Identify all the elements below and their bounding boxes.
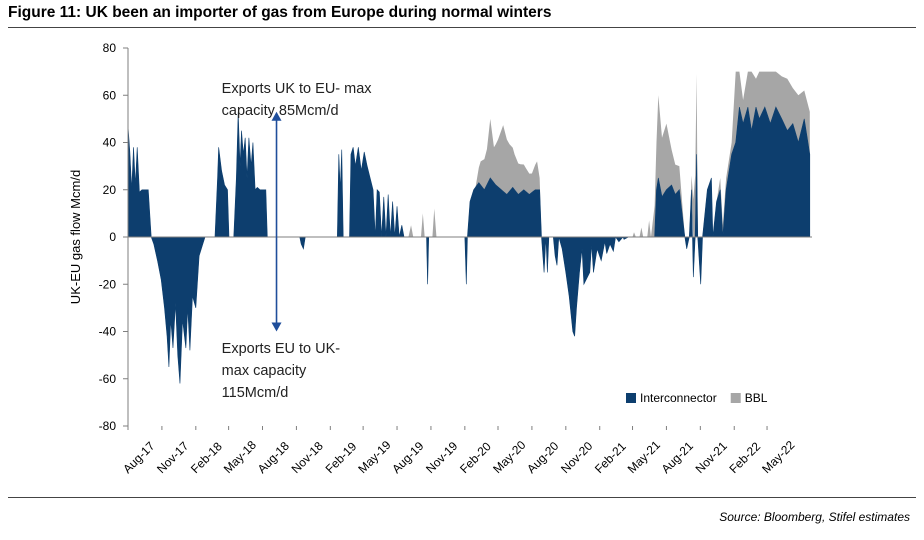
y-tick-label: 0	[109, 230, 116, 244]
x-tick-label: Aug-18	[255, 439, 292, 476]
x-tick-label: Aug-17	[120, 439, 157, 476]
y-axis-ticks: -80 -60 -40 -20 0 20 40 60 80	[99, 41, 128, 433]
x-tick-label: Feb-22	[726, 439, 763, 476]
arrowhead-down	[271, 322, 282, 332]
legend-swatch	[626, 393, 636, 403]
x-tick-label: May-22	[759, 438, 797, 476]
source-note: Source: Bloomberg, Stifel estimates	[719, 510, 910, 524]
y-tick-label: 20	[103, 183, 117, 197]
area-series-layer	[127, 71, 811, 384]
x-tick-label: Nov-18	[289, 439, 326, 476]
x-axis-ticks: Aug-17Nov-17Feb-18May-18Aug-18Nov-18Feb-…	[120, 426, 798, 476]
annotation-text: Exports EU to UK-	[222, 341, 341, 357]
annotation-text: capacity 85Mcm/d	[222, 103, 339, 119]
x-tick-label: Aug-20	[524, 439, 561, 476]
legend-swatch	[730, 393, 741, 403]
y-tick-label: -20	[99, 277, 117, 291]
figure-title: Figure 11: UK been an importer of gas fr…	[8, 4, 552, 21]
annotation-text: Exports UK to EU- max	[222, 81, 373, 97]
legend: Interconnector BBL	[626, 391, 768, 405]
y-tick-label: -80	[99, 419, 117, 433]
series-area-interconnector	[127, 106, 811, 384]
x-tick-label: Feb-21	[592, 439, 629, 476]
legend-label: Interconnector	[640, 391, 717, 405]
y-tick-label: -40	[99, 325, 117, 339]
x-tick-label: Feb-20	[457, 439, 494, 476]
title-rule	[8, 27, 916, 28]
y-axis-label: UK-EU gas flow Mcm/d	[68, 170, 83, 304]
y-tick-label: 80	[103, 41, 117, 55]
x-tick-label: May-20	[490, 438, 528, 476]
annotation-text: 115Mcm/d	[222, 385, 289, 401]
y-tick-label: -60	[99, 372, 117, 386]
x-tick-label: Nov-21	[693, 439, 730, 476]
x-tick-label: May-21	[625, 438, 663, 476]
footer-rule	[8, 497, 916, 498]
x-tick-label: May-19	[355, 438, 393, 476]
annotations: Exports UK to EU- max capacity 85Mcm/d Exp…	[222, 81, 373, 401]
gas-flow-chart: -80 -60 -40 -20 0 20 40 60 80 Aug-17Nov-17Feb-18…	[68, 41, 812, 476]
legend-label: BBL	[745, 391, 768, 405]
x-tick-label: May-18	[221, 438, 259, 476]
x-tick-label: Nov-17	[154, 439, 191, 476]
y-tick-label: 60	[103, 88, 117, 102]
x-tick-label: Nov-19	[423, 439, 460, 476]
x-tick-label: Aug-21	[659, 439, 696, 476]
arrowhead-up	[271, 111, 282, 121]
y-tick-label: 40	[103, 136, 117, 150]
annotation-text: max capacity	[222, 363, 307, 379]
x-tick-label: Nov-20	[558, 439, 595, 476]
x-tick-label: Aug-19	[389, 439, 426, 476]
x-tick-label: Feb-19	[323, 439, 360, 476]
x-tick-label: Feb-18	[188, 439, 225, 476]
